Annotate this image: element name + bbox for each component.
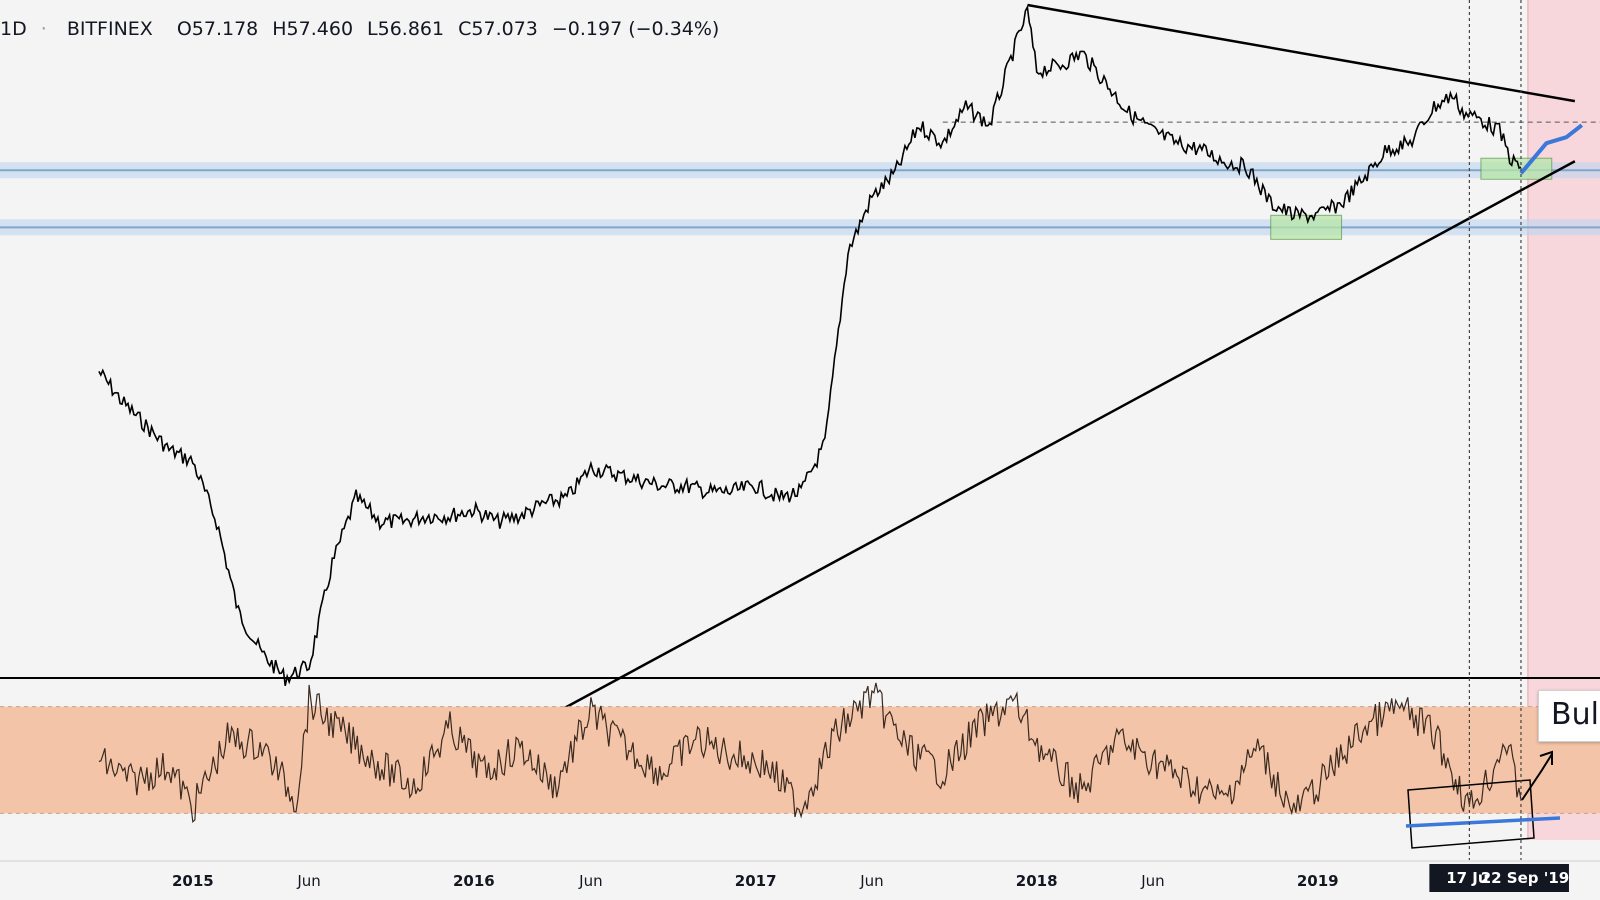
bull-arrow-head (1539, 750, 1553, 765)
rsi-divergence-line (1405, 816, 1561, 828)
rsi-band (0, 706, 1600, 814)
x-tick-label: 2019 (1297, 872, 1339, 890)
bull-callout-text: Bull (1551, 697, 1600, 732)
exchange-label: BITFINEX (66, 18, 153, 40)
divergence-box (1407, 779, 1535, 849)
forecast-path (1519, 123, 1584, 175)
demand-box-1 (1270, 214, 1343, 240)
x-tick-label: 2017 (735, 872, 777, 890)
separator-dot: · (40, 18, 47, 40)
levels-layer (0, 121, 1600, 240)
high-value: H57.460 (272, 18, 354, 40)
x-tick-label: Jun (296, 872, 320, 890)
price-layer (98, 4, 1522, 686)
date-marker-badge (1429, 864, 1569, 892)
change-value: −0.197 (−0.34%) (551, 18, 720, 40)
date-marker-label-2: 22 Sep '19 (1481, 869, 1570, 887)
interval-label: 1D (0, 18, 27, 40)
x-tick-label: Jun (859, 872, 883, 890)
close-value: C57.073 (458, 18, 538, 40)
bull-arrow (1521, 753, 1553, 801)
open-value: O57.178 (176, 18, 259, 40)
x-tick-label: 2015 (172, 872, 214, 890)
x-tick-label: 2016 (453, 872, 495, 890)
bull-callout[interactable]: Bull (1538, 690, 1600, 742)
x-tick-label: Jun (578, 872, 602, 890)
trendlines-layer (497, 3, 1584, 746)
date-marker-label-1: 17 Ju (1446, 869, 1488, 887)
descending-resistance-trendline (1027, 3, 1576, 103)
price-series-line (98, 4, 1522, 686)
x-tick-label: 2018 (1016, 872, 1058, 890)
rising-support-trendline (497, 160, 1576, 746)
demand-box-2 (1480, 157, 1553, 180)
ohlc-legend: 1D · BITFINEX O57.178 H57.460 L56.861 C57.073… (0, 18, 733, 40)
low-value: L56.861 (367, 18, 445, 40)
oscillator-layer (0, 677, 1600, 849)
rsi-series-line (98, 682, 1522, 824)
x-tick-label: Jun (1140, 872, 1164, 890)
